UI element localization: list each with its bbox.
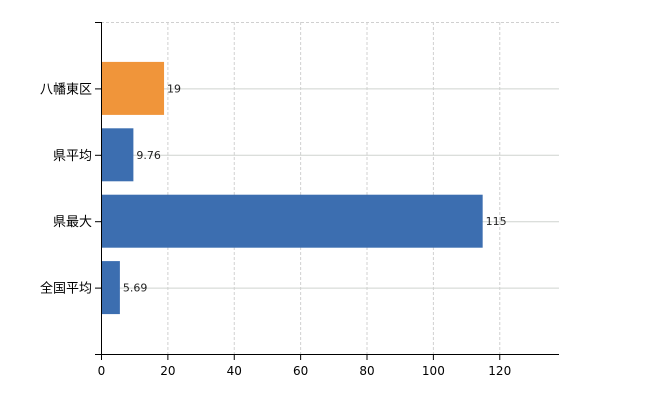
bar [101, 261, 120, 315]
category-label: 八幡東区 [40, 81, 92, 97]
bar [101, 128, 134, 182]
x-tick-label: 20 [160, 364, 175, 378]
data-label: 5.69 [123, 282, 148, 295]
bar [101, 61, 165, 115]
data-label: 19 [167, 82, 181, 95]
category-label: 県平均 [53, 149, 92, 164]
x-tick-label: 40 [227, 364, 242, 378]
x-tick-label: 0 [98, 364, 106, 378]
x-tick-label: 80 [359, 364, 374, 378]
category-label: 県最大 [53, 215, 92, 230]
data-label: 115 [486, 215, 507, 228]
data-label: 9.76 [136, 149, 161, 162]
category-label: 全国平均 [40, 281, 92, 297]
bar [101, 194, 483, 248]
x-tick-label: 100 [422, 364, 445, 378]
x-tick-label: 60 [293, 364, 308, 378]
x-tick-label: 120 [488, 364, 511, 378]
